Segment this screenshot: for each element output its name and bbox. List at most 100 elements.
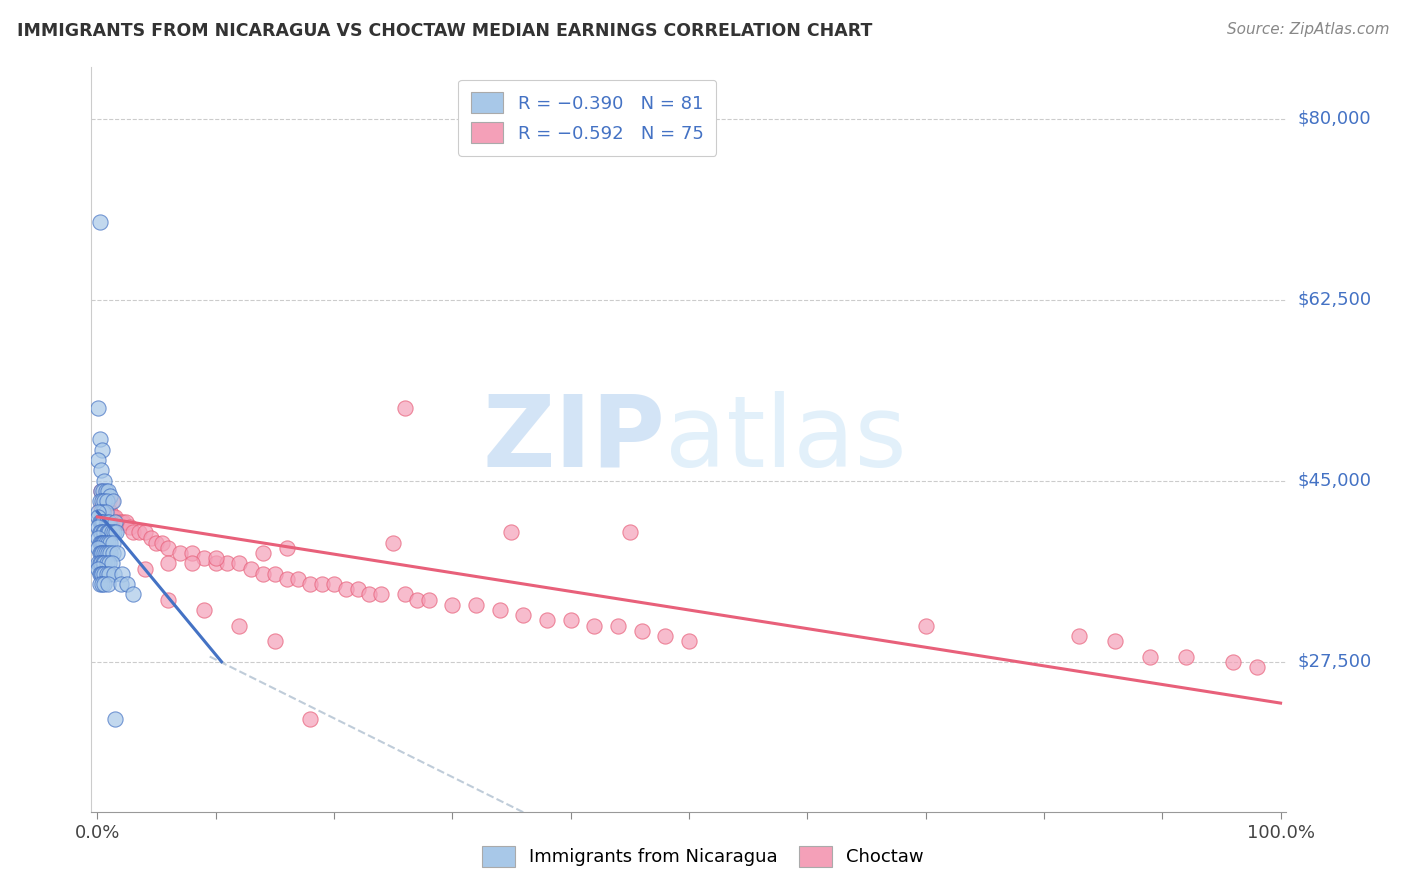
Point bbox=[914, 618, 936, 632]
Point bbox=[91, 525, 114, 540]
Point bbox=[90, 566, 112, 581]
Point bbox=[98, 505, 121, 519]
Point bbox=[87, 453, 110, 467]
Point bbox=[418, 592, 440, 607]
Point bbox=[536, 613, 558, 627]
Point bbox=[263, 566, 285, 581]
Text: atlas: atlas bbox=[665, 391, 907, 488]
Point bbox=[91, 535, 114, 549]
Text: $27,500: $27,500 bbox=[1298, 653, 1372, 671]
Point bbox=[101, 509, 124, 524]
Point bbox=[97, 525, 120, 540]
Point bbox=[96, 557, 118, 571]
Point bbox=[87, 401, 110, 416]
Point bbox=[405, 592, 427, 607]
Point bbox=[228, 557, 250, 571]
Point bbox=[94, 483, 117, 498]
Point bbox=[90, 483, 112, 498]
Point bbox=[335, 582, 357, 597]
Point bbox=[346, 582, 368, 597]
Point bbox=[90, 483, 112, 498]
Point bbox=[93, 546, 115, 560]
Point bbox=[89, 215, 111, 229]
Point bbox=[441, 598, 464, 612]
Point bbox=[97, 546, 120, 560]
Point bbox=[98, 546, 121, 560]
Point bbox=[101, 546, 124, 560]
Point bbox=[91, 489, 114, 503]
Point bbox=[157, 557, 180, 571]
Point bbox=[157, 592, 180, 607]
Point bbox=[311, 577, 333, 591]
Text: $62,500: $62,500 bbox=[1298, 291, 1372, 309]
Point bbox=[89, 525, 111, 540]
Point bbox=[89, 566, 111, 581]
Text: ZIP: ZIP bbox=[482, 391, 665, 488]
Point bbox=[103, 525, 125, 540]
Point bbox=[217, 557, 239, 571]
Point bbox=[252, 566, 274, 581]
Legend: Immigrants from Nicaragua, Choctaw: Immigrants from Nicaragua, Choctaw bbox=[475, 838, 931, 874]
Point bbox=[114, 515, 136, 529]
Point bbox=[1174, 649, 1197, 664]
Point bbox=[204, 551, 226, 566]
Point bbox=[97, 535, 120, 549]
Point bbox=[90, 525, 112, 540]
Point bbox=[150, 535, 173, 549]
Text: $45,000: $45,000 bbox=[1298, 472, 1372, 490]
Point bbox=[1222, 655, 1244, 669]
Point bbox=[228, 618, 250, 632]
Point bbox=[90, 463, 112, 477]
Point bbox=[181, 557, 204, 571]
Point bbox=[111, 566, 134, 581]
Point bbox=[619, 525, 641, 540]
Point bbox=[87, 505, 110, 519]
Point bbox=[87, 531, 110, 545]
Point bbox=[93, 566, 115, 581]
Point bbox=[139, 531, 162, 545]
Point bbox=[169, 546, 191, 560]
Text: Source: ZipAtlas.com: Source: ZipAtlas.com bbox=[1226, 22, 1389, 37]
Point bbox=[101, 494, 124, 508]
Point bbox=[93, 535, 115, 549]
Point bbox=[91, 442, 114, 457]
Point bbox=[97, 483, 120, 498]
Point bbox=[87, 557, 110, 571]
Point bbox=[128, 525, 150, 540]
Point bbox=[240, 561, 263, 575]
Point bbox=[104, 712, 127, 726]
Point bbox=[90, 500, 112, 514]
Point bbox=[90, 546, 112, 560]
Point bbox=[98, 494, 121, 508]
Point bbox=[89, 535, 111, 549]
Text: $80,000: $80,000 bbox=[1298, 110, 1371, 128]
Point bbox=[98, 566, 121, 581]
Point bbox=[120, 520, 142, 534]
Point bbox=[103, 566, 125, 581]
Point bbox=[193, 603, 215, 617]
Point bbox=[323, 577, 346, 591]
Point bbox=[89, 515, 111, 529]
Point bbox=[90, 535, 112, 549]
Point bbox=[382, 535, 405, 549]
Point bbox=[501, 525, 523, 540]
Point bbox=[107, 546, 129, 560]
Text: IMMIGRANTS FROM NICARAGUA VS CHOCTAW MEDIAN EARNINGS CORRELATION CHART: IMMIGRANTS FROM NICARAGUA VS CHOCTAW MED… bbox=[17, 22, 872, 40]
Point bbox=[263, 634, 285, 648]
Point bbox=[100, 525, 122, 540]
Point bbox=[91, 566, 114, 581]
Point bbox=[93, 494, 115, 508]
Point bbox=[98, 525, 121, 540]
Point bbox=[91, 483, 114, 498]
Point bbox=[96, 566, 118, 581]
Point bbox=[98, 535, 121, 549]
Point bbox=[91, 557, 114, 571]
Point bbox=[121, 525, 143, 540]
Point bbox=[100, 494, 122, 508]
Point bbox=[678, 634, 700, 648]
Point bbox=[134, 525, 156, 540]
Point bbox=[110, 577, 132, 591]
Point bbox=[87, 520, 110, 534]
Point bbox=[96, 525, 118, 540]
Point bbox=[87, 541, 110, 555]
